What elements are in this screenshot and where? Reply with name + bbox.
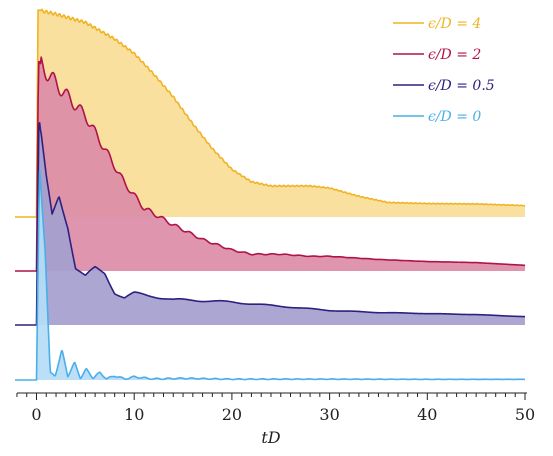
x-tick-label: 40 [417, 405, 437, 424]
line-eps4 [15, 8, 526, 218]
legend-label: ϵ/D = 2 [428, 47, 481, 63]
x-tick-label: 20 [222, 405, 242, 424]
series-eps0 [15, 170, 526, 381]
legend-item: ϵ/D = 0.5 [393, 78, 495, 94]
legend-label: ϵ/D = 0.5 [428, 78, 495, 94]
line-eps2 [15, 56, 526, 272]
line-eps05 [15, 122, 526, 326]
area-eps4 [36, 9, 525, 217]
x-tick-label: 50 [515, 405, 535, 424]
x-axis: 0 10 20 30 40 50 tD [16, 392, 535, 447]
x-axis-label: tD [261, 428, 280, 447]
x-tick-label: 10 [124, 405, 144, 424]
legend: ϵ/D = 4 ϵ/D = 2 ϵ/D = 0.5 ϵ/D = 0 [393, 16, 495, 125]
legend-item: ϵ/D = 2 [393, 47, 481, 63]
legend-item: ϵ/D = 4 [393, 16, 481, 32]
series-layer [15, 8, 526, 381]
legend-item: ϵ/D = 0 [393, 109, 481, 125]
area-eps05 [36, 122, 525, 325]
x-tick-label: 0 [31, 405, 41, 424]
series-eps2 [15, 56, 526, 272]
series-eps05 [15, 122, 526, 326]
x-ticks: 0 10 20 30 40 50 [16, 393, 535, 424]
legend-label: ϵ/D = 4 [428, 16, 481, 32]
legend-label: ϵ/D = 0 [428, 109, 481, 125]
line-eps0 [15, 170, 526, 381]
x-tick-label: 30 [319, 405, 339, 424]
series-eps4 [15, 8, 526, 218]
